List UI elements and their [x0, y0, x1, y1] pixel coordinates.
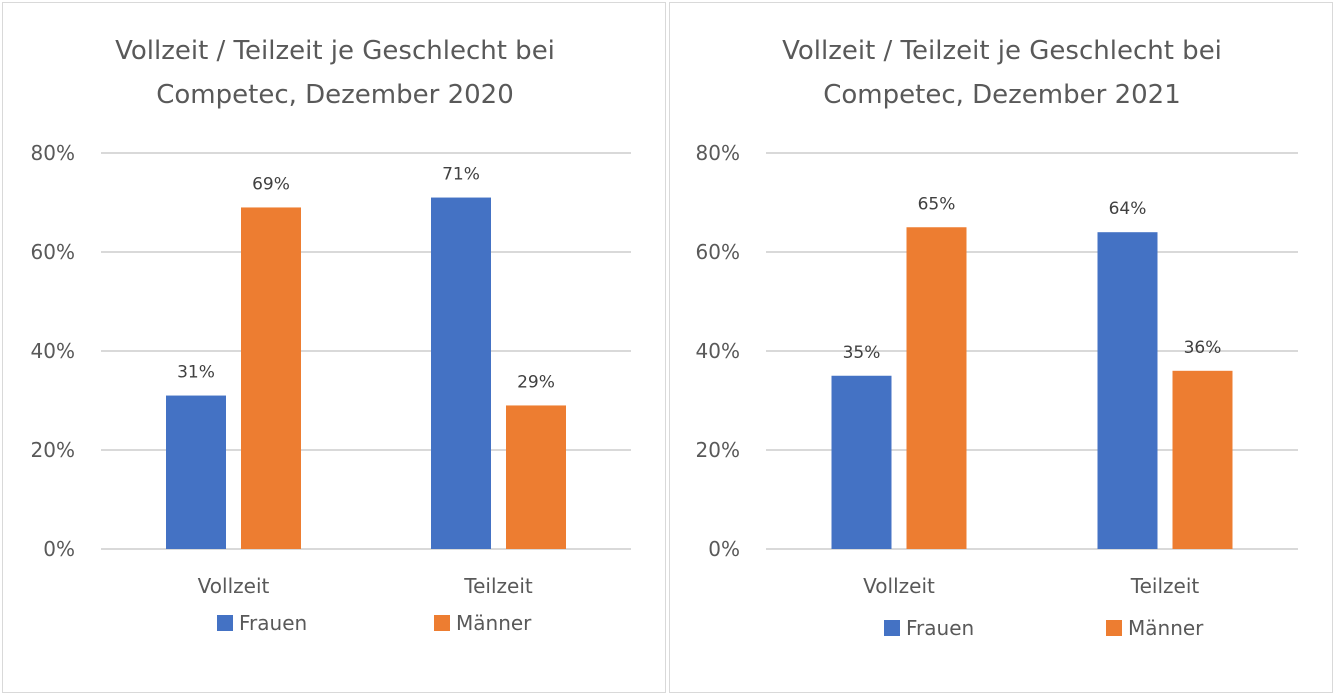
bar-frauen [166, 395, 226, 549]
legend-label: Männer [1128, 616, 1204, 640]
chart-title-line: Vollzeit / Teilzeit je Geschlecht bei [115, 36, 555, 66]
legend-swatch-männer [1106, 620, 1122, 636]
chart-panel-2020: Vollzeit / Teilzeit je Geschlecht bei Com… [2, 2, 666, 693]
data-label: 64% [1109, 199, 1147, 219]
y-tick-label: 20% [31, 438, 75, 462]
chart-title-line: Competec, Dezember 2021 [823, 80, 1181, 110]
data-label: 65% [918, 194, 956, 214]
chart-2020: Vollzeit / Teilzeit je Geschlecht bei Com… [31, 36, 631, 635]
legend-label: Frauen [239, 611, 307, 635]
legend-swatch-frauen [884, 620, 900, 636]
chart-title-line: Vollzeit / Teilzeit je Geschlecht bei [782, 36, 1222, 66]
chart-title-line: Competec, Dezember 2020 [156, 80, 514, 110]
y-tick-label: 80% [31, 141, 75, 165]
bar-männer [1172, 370, 1233, 549]
legend-swatch-männer [434, 615, 450, 631]
bar-frauen [431, 197, 491, 550]
legend-label: Männer [456, 611, 532, 635]
data-label: 36% [1184, 338, 1222, 358]
y-tick-label: 60% [31, 240, 75, 264]
x-category-label: Teilzeit [1130, 574, 1200, 598]
bar-männer [241, 207, 301, 549]
x-category-label: Vollzeit [863, 574, 935, 598]
data-label: 29% [517, 372, 555, 392]
y-tick-label: 60% [696, 240, 740, 264]
bar-frauen [831, 375, 892, 549]
y-tick-label: 0% [708, 537, 740, 561]
x-category-label: Teilzeit [463, 574, 533, 598]
data-label: 31% [177, 363, 215, 383]
data-label: 71% [442, 165, 480, 185]
bar-männer [906, 227, 967, 549]
legend-swatch-frauen [217, 615, 233, 631]
legend-label: Frauen [906, 616, 974, 640]
y-tick-label: 40% [696, 339, 740, 363]
bar-frauen [1097, 232, 1158, 549]
y-tick-label: 0% [43, 537, 75, 561]
y-tick-label: 20% [696, 438, 740, 462]
bar-männer [506, 405, 566, 549]
data-label: 69% [252, 174, 290, 194]
data-label: 35% [843, 343, 881, 363]
chart-2021: Vollzeit / Teilzeit je Geschlecht bei Com… [696, 36, 1298, 640]
x-category-label: Vollzeit [198, 574, 270, 598]
y-tick-label: 80% [696, 141, 740, 165]
y-tick-label: 40% [31, 339, 75, 363]
chart-panel-2021: Vollzeit / Teilzeit je Geschlecht bei Com… [669, 2, 1333, 693]
